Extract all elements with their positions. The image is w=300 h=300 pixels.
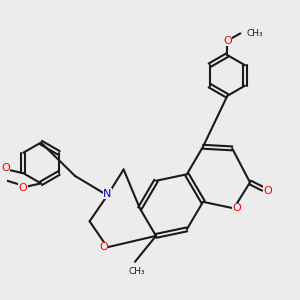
Text: CH₃: CH₃ bbox=[246, 29, 263, 38]
Text: O: O bbox=[19, 183, 28, 193]
Text: O: O bbox=[223, 36, 232, 46]
Text: O: O bbox=[99, 242, 108, 252]
Text: O: O bbox=[263, 185, 272, 196]
Text: N: N bbox=[103, 189, 112, 199]
Text: O: O bbox=[1, 163, 10, 173]
Text: CH₃: CH₃ bbox=[128, 267, 145, 276]
Text: O: O bbox=[233, 203, 242, 213]
